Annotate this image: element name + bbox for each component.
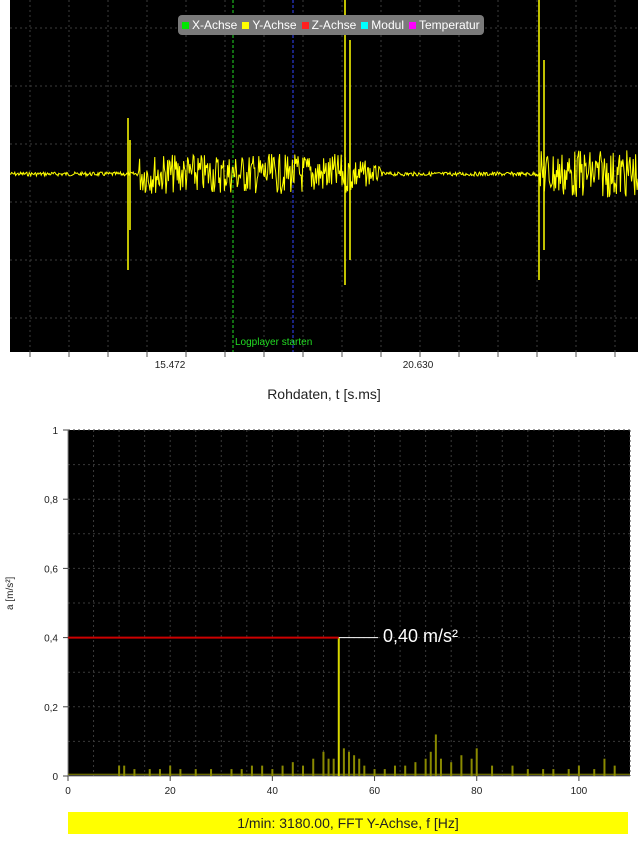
x-tick-label: 80	[471, 786, 483, 797]
x-tick-label: 0	[65, 786, 71, 797]
legend-label: Temperatur	[418, 18, 480, 32]
peak-marker-label: 0,40 m/s²	[383, 626, 459, 646]
y-tick-label: 0,2	[44, 703, 58, 714]
signal-trace	[10, 150, 638, 198]
legend-item[interactable]: Z-Achse	[301, 18, 357, 32]
x-tick-label: 60	[369, 786, 381, 797]
legend-swatch	[242, 21, 250, 29]
y-tick-label: 0,4	[44, 634, 58, 645]
x-tick-marks	[29, 352, 616, 357]
legend-label: Y-Achse	[252, 18, 297, 32]
x-tick-label: 20	[165, 786, 177, 797]
x-tick-label: 100	[571, 786, 588, 797]
fft-x-label: 1/min: 3180.00, FFT Y-Achse, f [Hz]	[68, 812, 628, 834]
raw-data-chart: Logplayer starten	[10, 0, 638, 352]
legend-label: Modul	[371, 18, 404, 32]
y-tick-label: 1	[52, 426, 58, 437]
legend-item[interactable]: Temperatur	[408, 18, 480, 32]
fft-chart: 0 0,2 0,4 0,6 0,8 1 0 20 40 60 80 100	[44, 426, 631, 797]
cursor-label: Logplayer starten	[235, 337, 312, 348]
legend: X-Achse Y-Achse Z-Achse Modul Temperatur	[178, 15, 484, 35]
y-tick-label: 0,8	[44, 495, 58, 506]
legend-item[interactable]: X-Achse	[182, 18, 237, 32]
fft-y-label: a [m/s²]	[5, 576, 16, 610]
x-tick-label: 40	[267, 786, 279, 797]
legend-swatch	[408, 21, 416, 29]
y-tick-label: 0,6	[44, 564, 58, 575]
legend-swatch	[182, 21, 189, 29]
y-tick-label: 0	[52, 772, 58, 783]
x-tick-label: 15.472	[154, 360, 186, 371]
legend-swatch	[361, 21, 369, 29]
legend-item[interactable]: Modul	[361, 18, 404, 32]
legend-label: Z-Achse	[311, 18, 357, 32]
raw-data-plot: Logplayer starten X-Achse Y-Achse Z-Achse M…	[10, 0, 638, 352]
legend-item[interactable]: Y-Achse	[242, 18, 297, 32]
raw-data-x-axis: 15.472 20.630	[10, 352, 638, 382]
legend-swatch	[301, 21, 309, 29]
x-tick-label: 20.630	[402, 360, 434, 371]
raw-data-x-label: Rohdaten, t [s.ms]	[267, 386, 381, 402]
legend-label: X-Achse	[192, 18, 238, 32]
